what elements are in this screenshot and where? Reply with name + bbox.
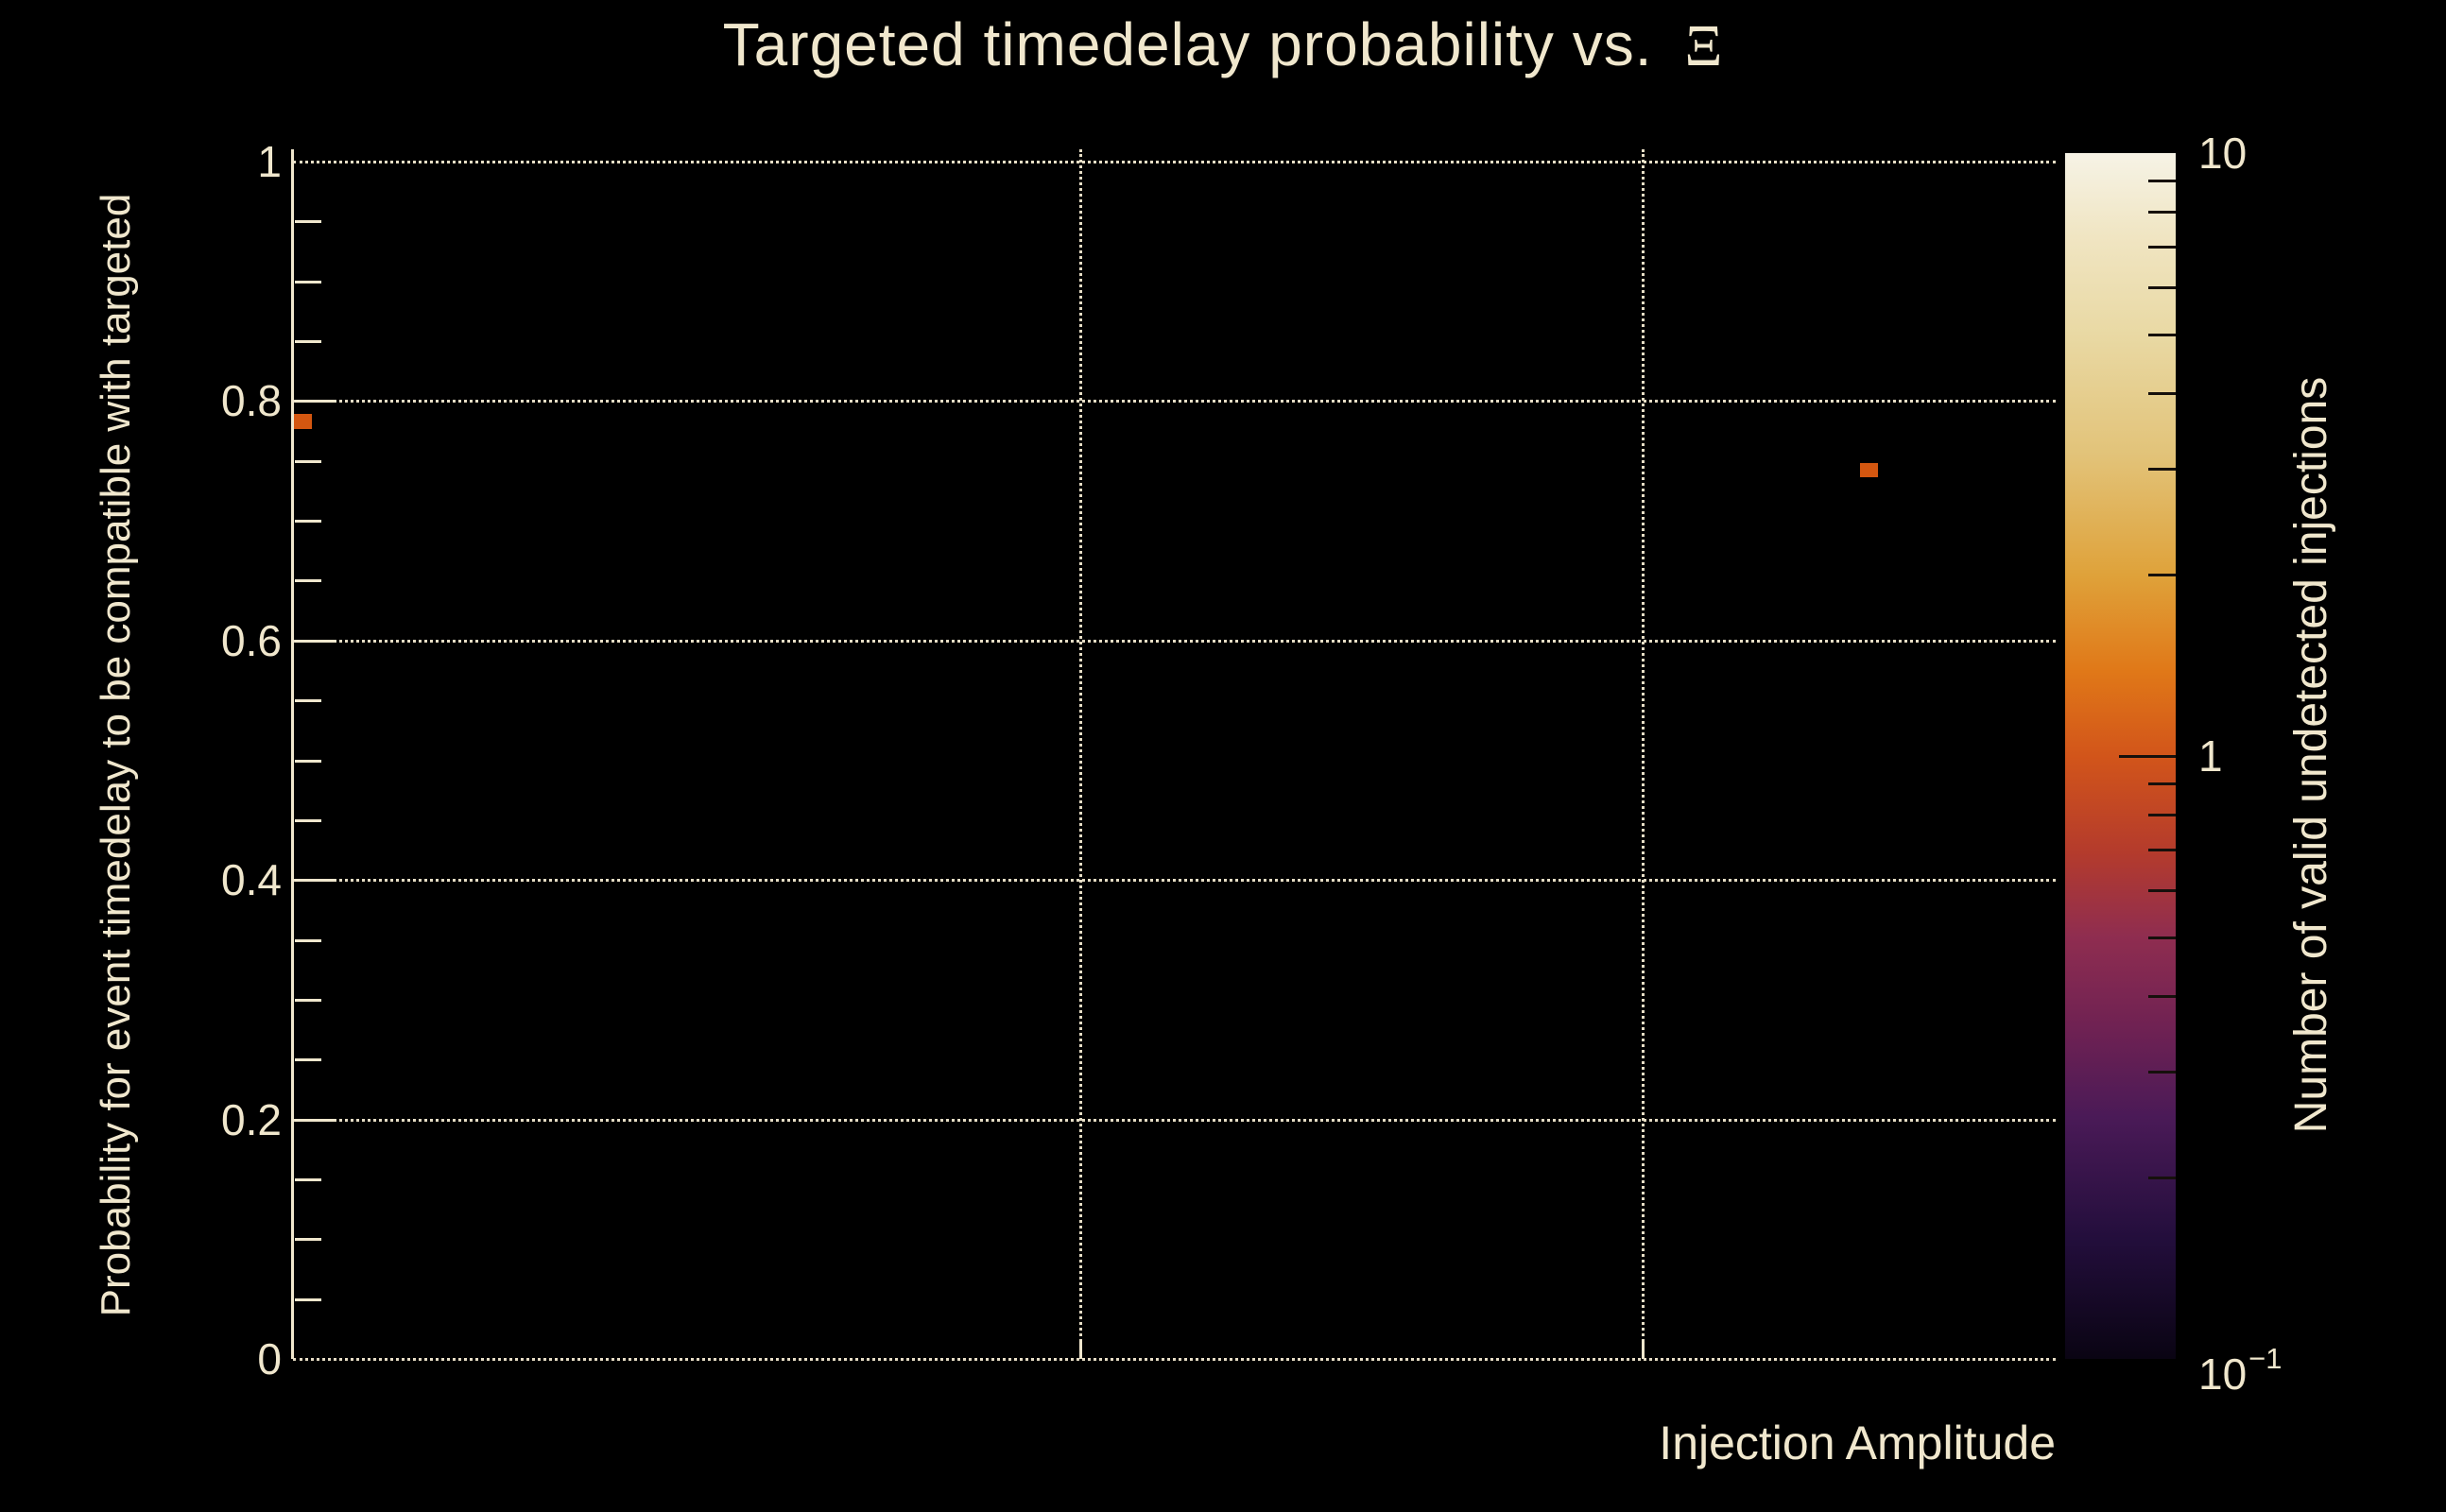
colorbar-minor-tick [2148,573,2176,576]
colorbar-minor-tick [2148,994,2176,998]
x-gridline [1079,149,1083,1359]
y-minor-tick [295,1238,321,1242]
colorbar-minor-tick [2148,1176,2176,1179]
x-major-tick [1079,1340,1083,1359]
y-minor-tick [295,938,321,942]
histogram-bin [293,414,312,429]
y-gridline [293,1118,2056,1122]
x-gridline [1642,149,1645,1359]
colorbar-tick-label: 10 [2198,127,2247,180]
y-minor-tick [295,998,321,1002]
x-major-tick [1642,1340,1645,1359]
y-tick-label: 0.4 [221,855,282,905]
xi-symbol: Ξ [1684,14,1724,78]
y-minor-tick [295,459,321,463]
y-minor-tick [295,759,321,763]
colorbar-title: Number of valid undetected injections [2286,376,2336,1134]
colorbar-tick-label-base: 10 [2198,129,2248,178]
y-minor-tick [295,280,321,284]
colorbar-tick-label-base: 10 [2198,1349,2248,1399]
colorbar-major-tick [2119,755,2176,758]
colorbar-minor-tick [2148,210,2176,214]
colorbar-tick-label-base: 1 [2198,731,2223,781]
colorbar-minor-tick [2148,391,2176,395]
colorbar-minor-tick [2148,936,2176,940]
colorbar-tick-label-exponent: −1 [2248,1342,2282,1375]
y-tick-label: 0 [257,1334,282,1383]
y-minor-tick [295,1058,321,1062]
y-gridline [293,879,2056,883]
colorbar-minor-tick [2148,848,2176,851]
colorbar-minor-tick [2148,782,2176,786]
y-gridline [293,639,2056,643]
plot-frame [291,149,2058,1359]
y-gridline [293,400,2056,404]
colorbar-minor-tick [2148,813,2176,816]
y-minor-tick [295,340,321,344]
colorbar-minor-tick [2148,180,2176,183]
y-minor-tick [295,220,321,224]
colorbar-tick-label: 1 [2198,730,2223,782]
y-gridline [293,161,2056,163]
y-tick-label: 0.6 [221,615,282,665]
y-gridline [293,1358,2056,1361]
y-minor-tick [295,520,321,524]
colorbar-tick-label: 10−1 [2198,1332,2282,1399]
y-major-tick [295,400,336,404]
chart-title-text: Targeted timedelay probability vs. [722,10,1653,78]
y-major-tick [295,879,336,883]
colorbar-minor-tick [2148,1070,2176,1074]
colorbar-minor-tick [2148,245,2176,249]
colorbar-minor-tick [2148,467,2176,471]
y-major-tick [295,1118,336,1122]
y-minor-tick [295,1297,321,1301]
x-axis-title: Injection Amplitude [1659,1417,2056,1469]
y-axis-title: Probability for event timedelay to be co… [93,193,139,1317]
y-minor-tick [295,1177,321,1181]
y-tick-label: 0.2 [221,1094,282,1144]
colorbar-minor-tick [2148,888,2176,892]
y-minor-tick [295,579,321,583]
colorbar-minor-tick [2148,334,2176,337]
y-minor-tick [295,699,321,703]
y-minor-tick [295,818,321,822]
histogram-bin [1859,463,1878,478]
y-tick-label: 0.8 [221,376,282,426]
chart-title: Targeted timedelay probability vs. Ξ [0,9,2446,80]
y-tick-label: 1 [257,137,282,186]
y-major-tick [295,639,336,643]
colorbar-minor-tick [2148,285,2176,289]
